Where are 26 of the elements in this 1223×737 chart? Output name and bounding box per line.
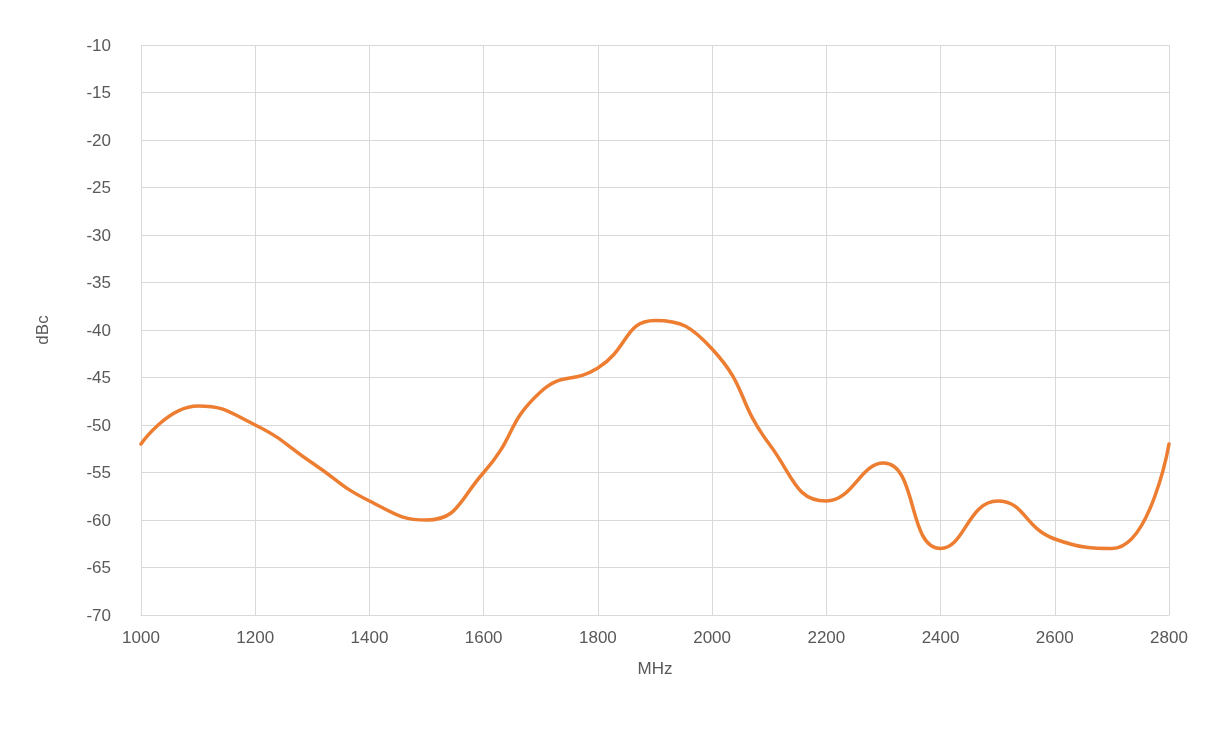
y-tick-label: -45 [86, 368, 111, 387]
y-tick-label: -50 [86, 415, 111, 435]
x-tick-label: 2200 [807, 628, 846, 647]
x-tick-label: 1400 [350, 628, 389, 647]
x-tick-label: 1800 [578, 628, 617, 647]
x-tick-label: 2800 [1150, 628, 1188, 647]
y-tick-label: -20 [86, 130, 111, 150]
y-tick-label: -15 [86, 83, 111, 102]
y-tick-label: -70 [86, 605, 111, 625]
x-tick-label: 2400 [921, 628, 960, 647]
y-axis-title: dBc [33, 314, 52, 345]
y-tick-label: -65 [86, 558, 111, 577]
x-tick-label: 1000 [122, 628, 160, 647]
y-tick-label: -40 [86, 320, 111, 340]
y-tick-label: -35 [86, 273, 111, 292]
y-tick-label: -25 [86, 178, 111, 197]
line-series [139, 318, 1171, 551]
y-tick-label: -30 [86, 225, 111, 245]
y-tick-label: -55 [86, 463, 111, 482]
x-tick-label: 1200 [236, 628, 275, 647]
y-tick-label: -10 [86, 35, 111, 55]
x-tick-label: 2600 [1035, 628, 1074, 647]
y-tick-label: -60 [86, 510, 111, 530]
x-tick-label: 2000 [693, 628, 732, 647]
x-tick-label: 1600 [464, 628, 503, 647]
x-axis-title: MHz [637, 659, 673, 678]
